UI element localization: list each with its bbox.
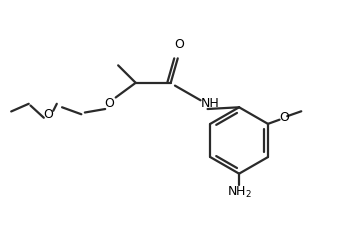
Text: NH: NH <box>201 97 220 110</box>
Text: O: O <box>279 111 289 124</box>
Text: O: O <box>105 97 114 110</box>
Text: NH$_2$: NH$_2$ <box>227 185 252 201</box>
Text: O: O <box>43 108 53 121</box>
Text: O: O <box>174 38 184 51</box>
